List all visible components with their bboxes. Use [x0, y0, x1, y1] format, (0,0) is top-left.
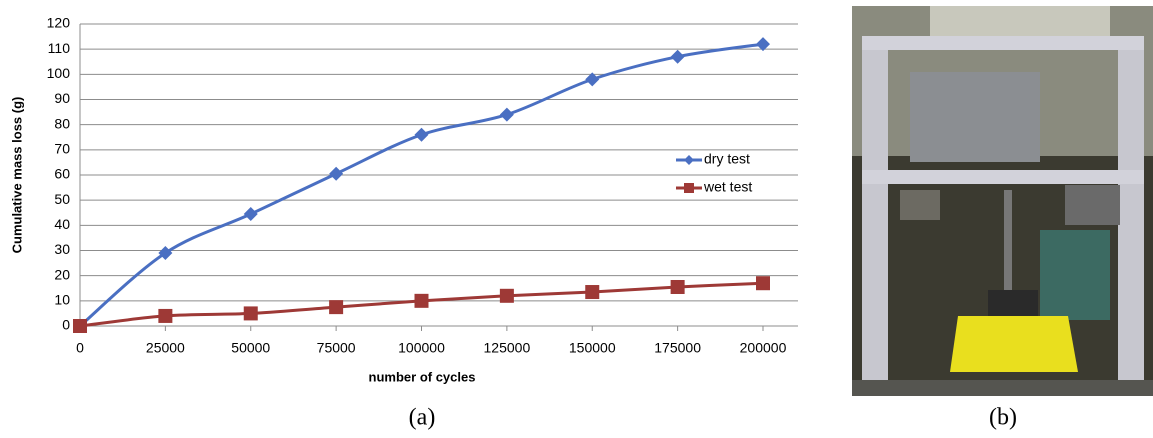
point	[329, 166, 344, 181]
y-tick-label: 30	[54, 241, 70, 257]
y-axis-label: Cumulative mass loss (g)	[9, 97, 24, 254]
y-tick-label: 70	[54, 141, 70, 157]
line	[79, 42, 764, 328]
y-tick-label: 50	[54, 191, 70, 207]
legend-marker	[684, 183, 694, 193]
point	[499, 107, 514, 122]
y-tick-label: 0	[62, 317, 70, 333]
y-tick-label: 90	[54, 90, 70, 106]
point	[73, 319, 87, 333]
point	[585, 285, 600, 300]
point	[670, 49, 685, 64]
x-tick-label: 200000	[740, 340, 787, 356]
point	[158, 308, 173, 323]
caption: (b)	[989, 405, 1017, 431]
y-tick-label: 80	[54, 115, 70, 131]
point	[243, 207, 258, 222]
y-tick-label: 120	[47, 15, 71, 31]
photo	[852, 6, 1153, 396]
point	[243, 306, 258, 321]
x-axis-label: number of cycles	[369, 369, 476, 384]
point	[756, 37, 770, 52]
x-tick-label: 0	[76, 340, 84, 356]
y-tick-label: 100	[47, 65, 71, 81]
y-tick-label: 20	[54, 266, 70, 282]
y-tick-label: 10	[54, 292, 70, 308]
x-tick-label: 50000	[231, 340, 270, 356]
point	[585, 72, 600, 87]
point	[158, 246, 173, 261]
point	[329, 300, 344, 315]
x-tick-label: 25000	[146, 340, 185, 356]
legend-label: wet test	[703, 179, 752, 195]
point	[756, 276, 770, 291]
x-tick-label: 175000	[654, 340, 701, 356]
x-tick-label: 75000	[317, 340, 356, 356]
x-tick-label: 100000	[398, 340, 445, 356]
point	[670, 279, 685, 294]
y-tick-label: 40	[54, 216, 70, 232]
legend-marker	[684, 155, 694, 165]
point	[499, 288, 514, 303]
legend-label: dry test	[704, 151, 750, 167]
x-tick-label: 150000	[569, 340, 616, 356]
caption: (a)	[409, 405, 436, 431]
x-tick-label: 125000	[484, 340, 531, 356]
point	[414, 293, 429, 308]
y-tick-label: 110	[48, 40, 71, 56]
y-tick-label: 60	[54, 166, 70, 182]
point	[414, 127, 429, 142]
